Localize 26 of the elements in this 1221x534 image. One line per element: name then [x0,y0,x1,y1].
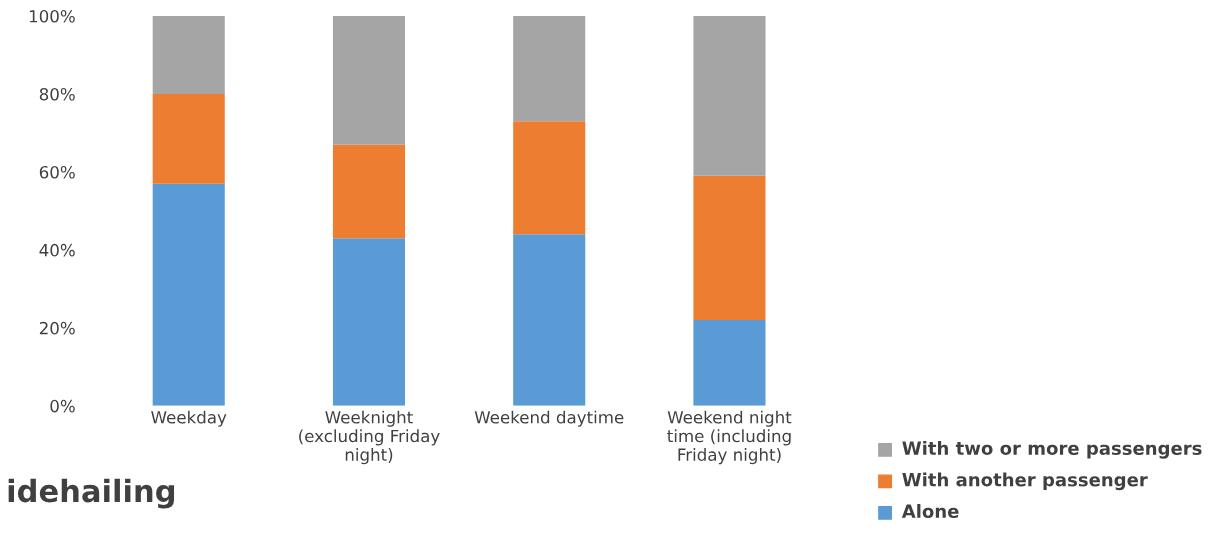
y-tick-label: 60% [39,165,75,179]
bar [513,16,586,122]
y-tick-label: 0% [50,399,75,413]
y-tick-label: 80% [39,87,75,101]
bar [693,175,766,321]
y-tick-label: 20% [39,321,75,335]
y-tick-label: 100% [29,9,75,23]
bar [152,16,225,94]
bar [332,16,406,145]
bar [332,238,406,406]
bar [152,93,225,184]
x-tick-label: Weeknight (excluding Friday night) [299,410,440,465]
bar [513,121,586,235]
bar [513,234,586,406]
bar [693,16,766,176]
x-tick-label: Weekend night time (including Friday night) [667,410,792,465]
legend-label: With another passenger [902,472,1148,491]
x-tick-label: Weekend daytime [474,410,624,427]
y-tick-label: 40% [39,243,75,257]
x-tick-label: Weekday [151,410,227,427]
bar [693,320,766,406]
bar [332,144,406,239]
text: idehailing [8,478,175,509]
bar [152,183,225,406]
legend-label: Alone [901,504,959,518]
legend-label: With two or more passengers [902,441,1202,459]
